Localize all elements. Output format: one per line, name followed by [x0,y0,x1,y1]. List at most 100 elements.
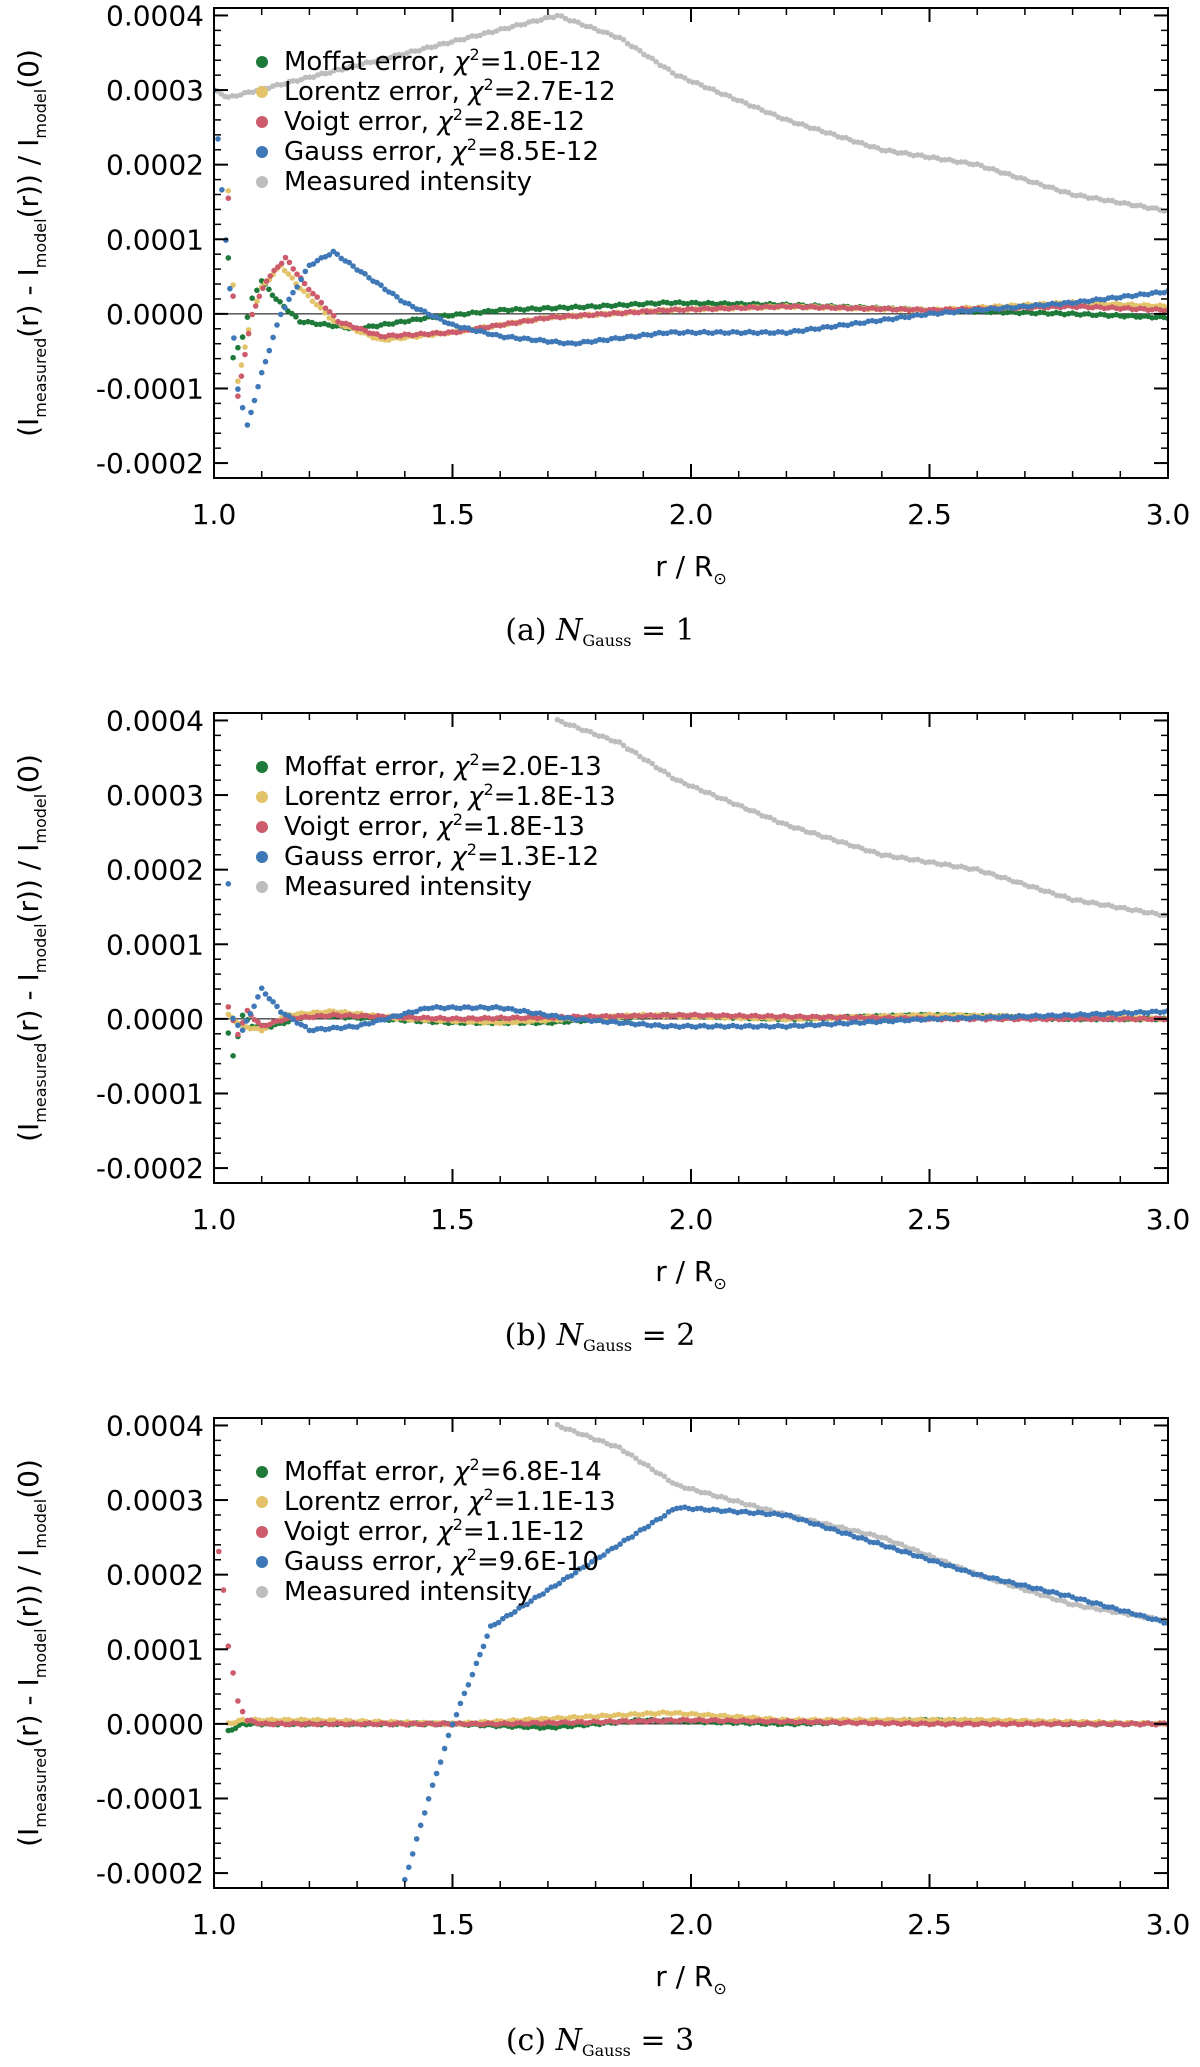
point-voigt [505,1721,512,1727]
point-gauss [529,337,535,344]
series-gauss [402,1504,1168,1883]
point-lorentz [343,1717,350,1724]
point-voigt [607,1014,613,1020]
point-gauss [1053,301,1059,308]
point-measured [583,1432,590,1438]
point-moffat [592,304,599,310]
point-voigt [521,1721,528,1727]
legend-entry-moffat: Moffat error, χ2=2.0E-13 [284,750,602,782]
point-voigt [820,304,826,310]
point-gauss [1149,1008,1155,1015]
y-tick-label: 0.0001 [106,1633,204,1666]
series-lorentz [225,188,1168,385]
point-measured [591,1437,598,1443]
point-voigt [362,1720,369,1727]
point-measured [1042,888,1048,895]
point-voigt [322,305,329,312]
x-tick-label: 1.0 [192,1203,237,1236]
point-gauss [262,991,269,997]
point-gauss [721,330,728,337]
point-gauss [1073,1596,1080,1602]
point-voigt [765,1012,771,1019]
point-measured [637,753,643,760]
point-measured [596,733,602,739]
point-lorentz [664,1710,670,1716]
point-gauss [378,1017,384,1023]
panel-caption: (b) NGauss = 2 [505,1318,696,1355]
legend-marker-moffat [256,56,268,68]
point-gauss [429,1782,436,1788]
point-measured [237,92,244,98]
point-gauss [865,1018,871,1025]
point-voigt [684,306,691,312]
legend-entry-lorentz: Lorentz error, χ2=2.7E-12 [284,75,616,107]
point-measured [616,739,623,745]
point-lorentz [254,298,260,305]
point-voigt [518,1015,524,1022]
point-voigt [370,1721,377,1728]
point-voigt [278,260,285,267]
point-voigt [549,313,555,320]
point-measured [867,848,873,854]
point-voigt [239,1708,246,1715]
point-voigt [656,307,662,313]
point-voigt [821,1720,828,1726]
legend-marker-lorentz [256,86,268,98]
point-measured [587,728,594,735]
series-voigt [225,195,1168,400]
point-gauss [839,1530,845,1536]
point-measured [612,738,619,745]
point-lorentz [225,1011,232,1018]
point-moffat [277,299,283,305]
point-measured [571,1428,577,1434]
point-gauss [898,313,904,320]
point-measured [791,825,798,831]
point-moffat [266,286,272,293]
point-measured [530,18,536,24]
point-voigt [412,1015,419,1022]
point-voigt [865,305,871,312]
point-gauss [974,1571,980,1578]
point-voigt [777,1719,783,1726]
point-measured [998,170,1004,176]
point-gauss [473,1660,480,1667]
point-gauss [262,358,269,365]
point-measured [408,48,415,54]
point-measured [587,1434,594,1441]
point-gauss [278,1009,284,1015]
point-moffat [230,1053,236,1059]
point-moffat [636,301,643,308]
point-voigt [263,278,270,285]
point-gauss [421,1810,428,1816]
point-measured [694,784,700,791]
series-gauss [214,87,1168,428]
point-voigt [1052,1720,1058,1727]
point-gauss [863,1536,869,1543]
point-measured [771,111,777,117]
y-tick-label: 0.0002 [106,149,204,182]
x-tick-label: 2.5 [907,1203,952,1236]
point-measured [457,37,463,43]
point-measured [620,742,627,749]
point-measured [938,157,945,163]
point-gauss [702,1507,708,1513]
point-voigt [708,1717,714,1723]
point-moffat [249,295,255,302]
point-gauss [660,330,666,337]
point-gauss [589,1559,595,1565]
point-measured [616,1444,623,1450]
point-measured [493,28,500,34]
point-measured [514,21,520,28]
point-gauss [258,985,265,991]
point-lorentz [680,1711,687,1718]
point-gauss [1057,1592,1064,1598]
point-gauss [820,324,826,330]
point-voigt [445,329,452,335]
point-gauss [512,1609,518,1615]
point-gauss [457,1700,464,1707]
point-voigt [387,1721,393,1728]
point-gauss [290,289,296,296]
point-lorentz [305,292,312,299]
point-voigt [294,271,300,278]
point-voigt [275,264,281,270]
